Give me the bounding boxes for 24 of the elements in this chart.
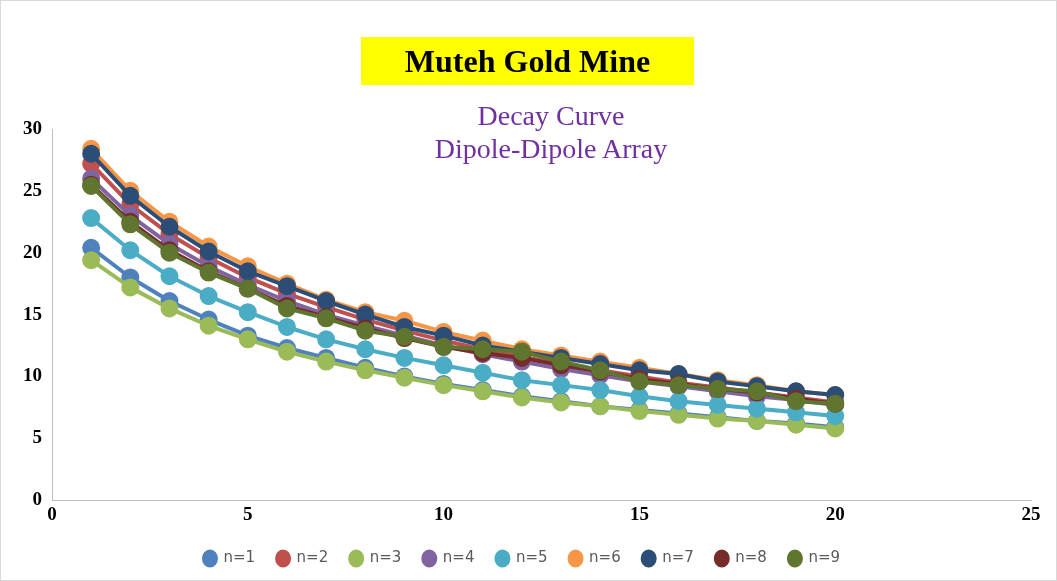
- y-tick-label: 15: [23, 302, 42, 324]
- legend-label: n=7: [662, 548, 694, 567]
- y-tick-label: 30: [23, 116, 42, 138]
- y-tick-label: 5: [32, 426, 42, 448]
- legend-label: n=9: [808, 548, 841, 567]
- legend-label: n=8: [735, 548, 767, 567]
- legend-label: n=2: [296, 548, 329, 567]
- x-tick-label: 5: [243, 502, 253, 524]
- y-tick-label: 20: [23, 240, 42, 262]
- legend-label: n=4: [442, 548, 475, 567]
- x-tick-label: 0: [47, 502, 57, 524]
- x-tick-label: 20: [825, 502, 845, 524]
- legend-label: n=5: [515, 548, 548, 567]
- legend-label: n=3: [369, 548, 402, 567]
- x-tick-label: 25: [1021, 502, 1041, 524]
- y-tick-label: 0: [32, 488, 42, 510]
- x-tick-label: 10: [434, 502, 454, 524]
- y-tick-label: 10: [23, 364, 42, 386]
- y-tick-label: 25: [23, 178, 42, 200]
- legend-label: n=6: [589, 548, 621, 567]
- chart-subtitle: Decay Curve Dipole-Dipole Array: [433, 99, 669, 165]
- legend-label: n=1: [223, 548, 256, 567]
- x-tick-label: 15: [629, 502, 649, 524]
- chart-title: Muteh Gold Mine: [361, 37, 694, 85]
